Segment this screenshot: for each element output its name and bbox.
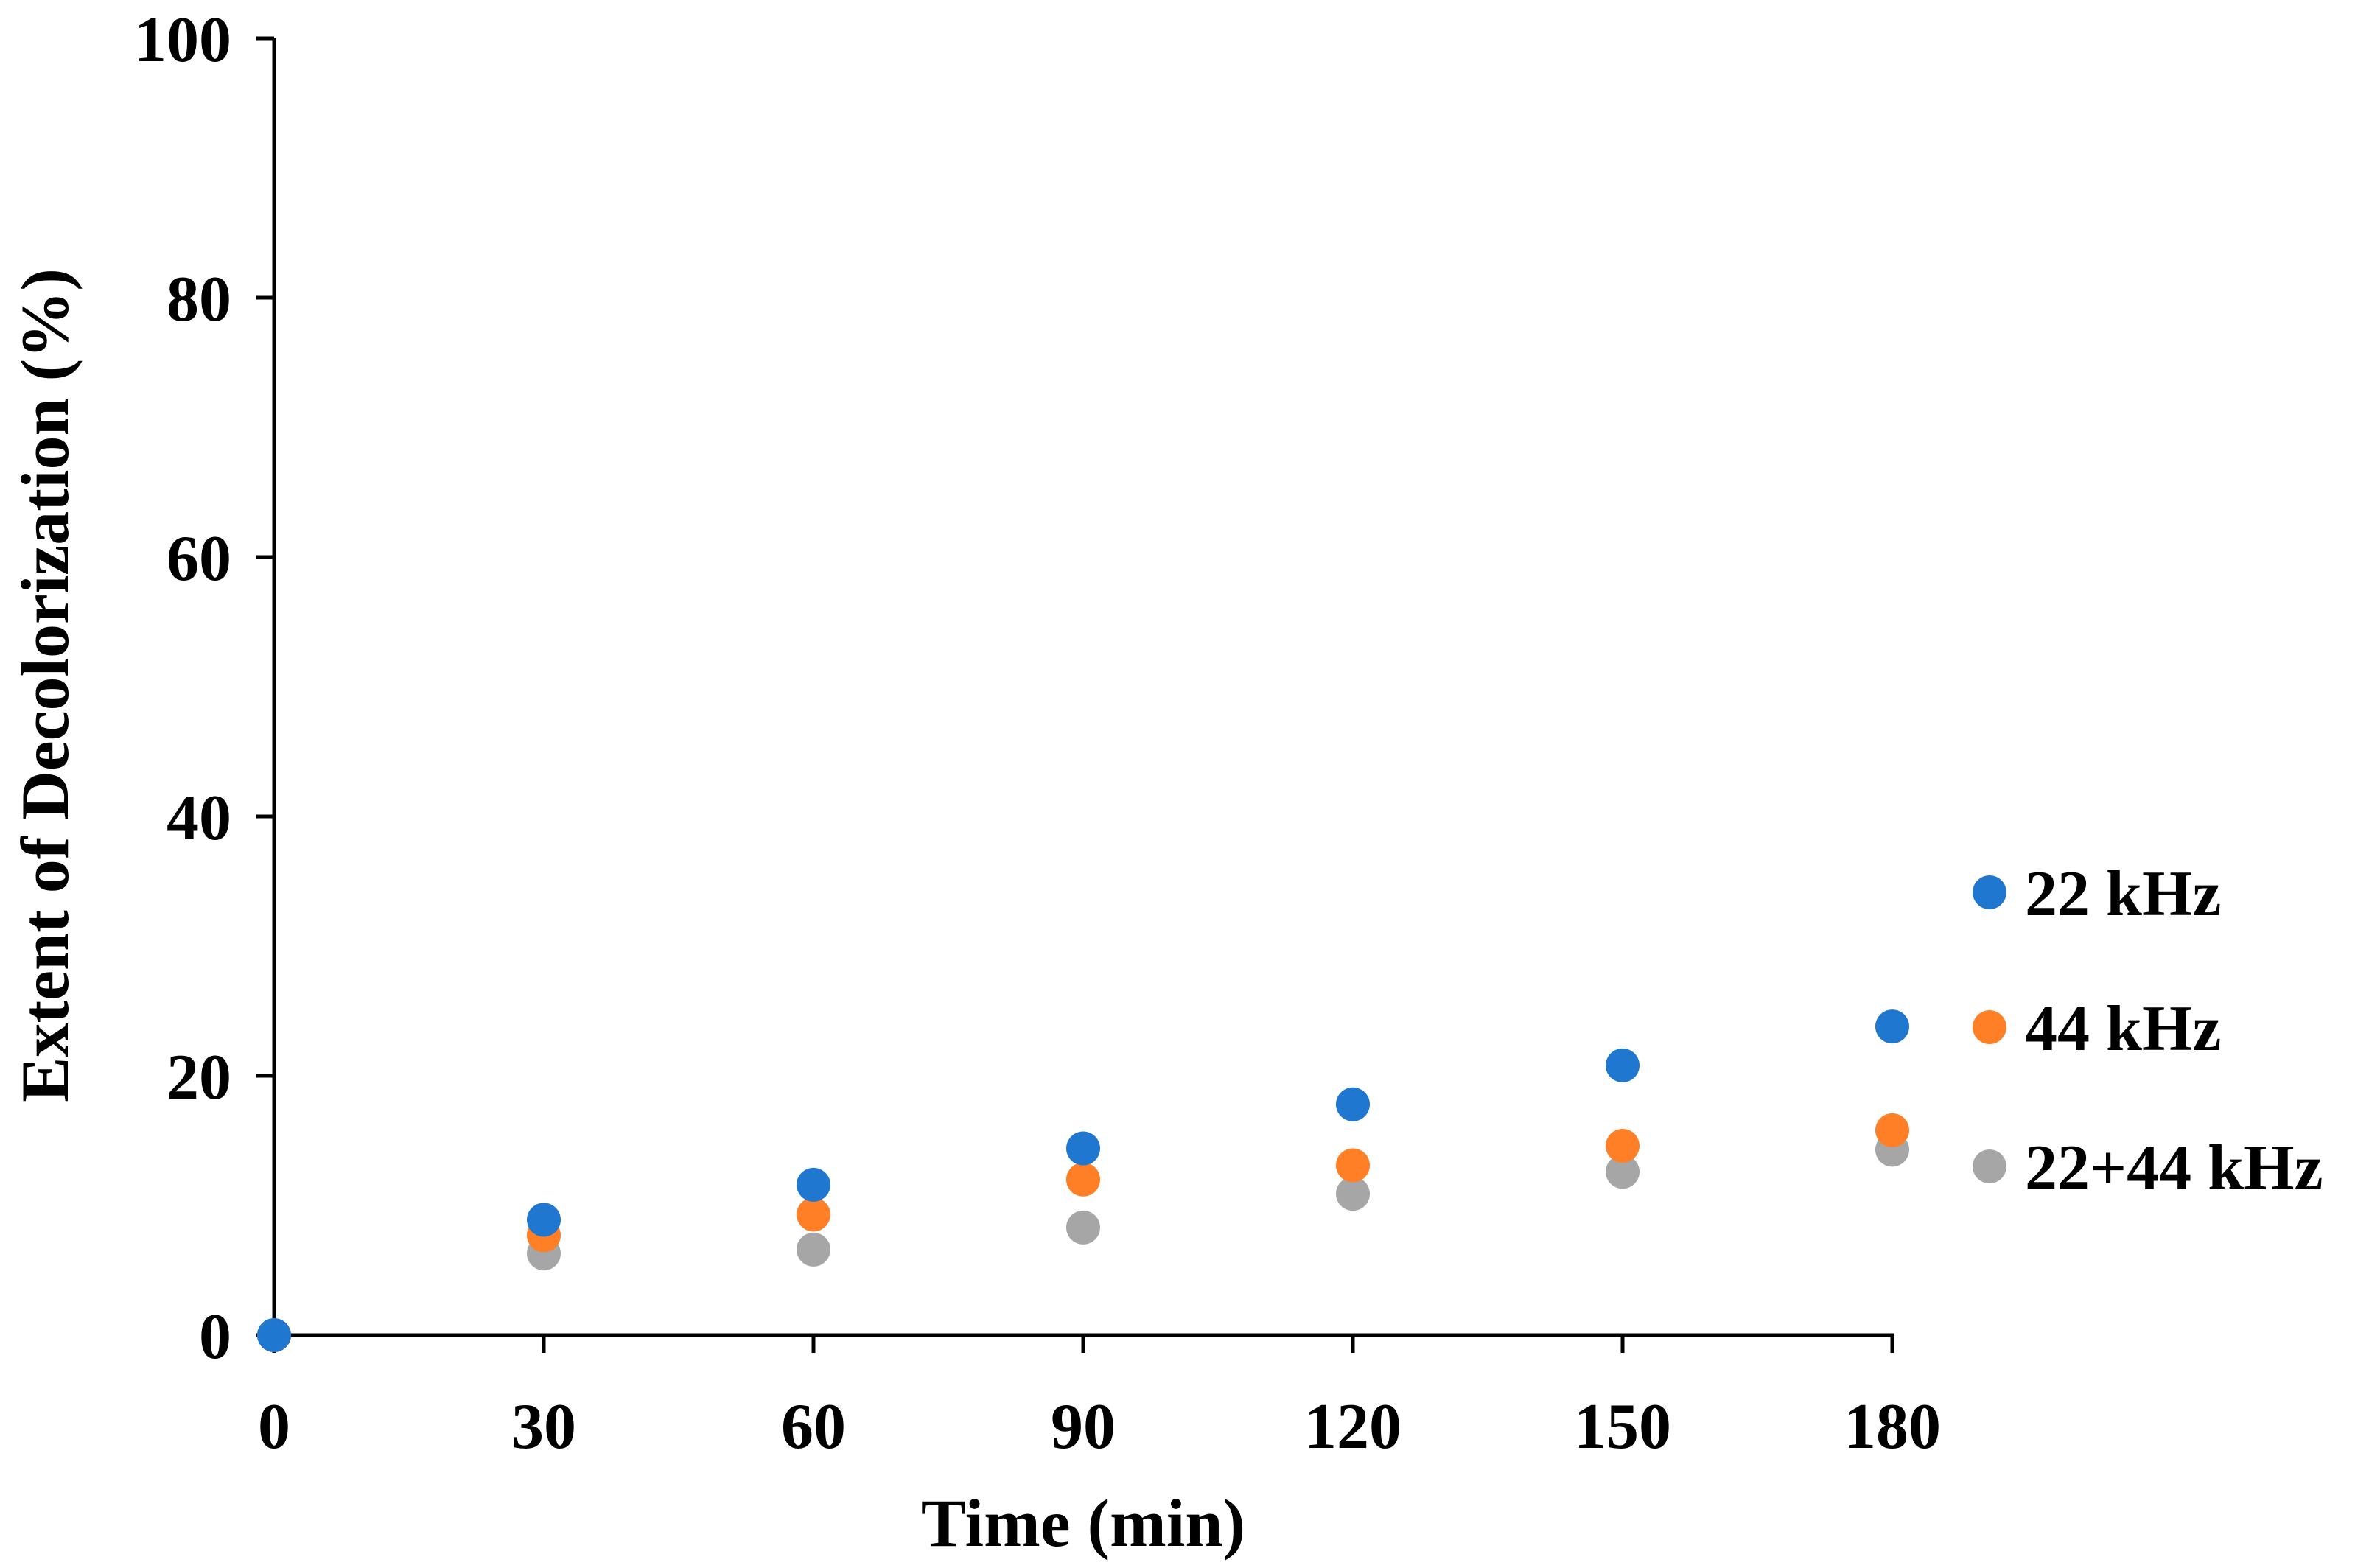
data-point-44-khz: [797, 1197, 830, 1232]
x-tick-label: 0: [258, 1391, 290, 1463]
y-tick-label: 80: [167, 264, 231, 335]
legend-label: 44 kHz: [2025, 993, 2221, 1065]
x-tick-label: 60: [781, 1391, 846, 1463]
legend-marker: [1973, 1149, 2006, 1183]
y-tick-label: 40: [167, 783, 231, 854]
data-point-22-44-khz: [1606, 1155, 1640, 1189]
y-tick-label: 60: [167, 523, 231, 595]
y-tick-label: 20: [167, 1042, 231, 1113]
data-point-22-khz: [797, 1167, 830, 1202]
legend-marker: [1973, 875, 2006, 909]
data-point-22-khz: [527, 1203, 561, 1237]
x-axis-title: Time (min): [921, 1485, 1245, 1561]
legend-label: 22 kHz: [2025, 858, 2221, 930]
x-tick-label: 150: [1574, 1391, 1671, 1463]
data-point-44-khz: [1336, 1148, 1370, 1183]
data-point-22-khz: [257, 1318, 291, 1352]
x-tick-label: 120: [1304, 1391, 1402, 1463]
data-point-22-khz: [1875, 1009, 1909, 1044]
legend: 22 kHz 44 kHz 22+44 kHz: [1973, 858, 2323, 1204]
data-point-22-khz: [1066, 1131, 1100, 1166]
data-point-44-khz: [1606, 1129, 1640, 1163]
data-point-22-khz: [1336, 1087, 1370, 1121]
legend-marker: [1973, 1010, 2006, 1044]
data-point-22-44-khz: [1336, 1177, 1370, 1211]
x-tick-label: 30: [511, 1391, 576, 1463]
y-tick-label: 0: [199, 1301, 231, 1373]
x-tick-label: 180: [1844, 1391, 1941, 1463]
data-points: [257, 1009, 1909, 1352]
data-point-22-44-khz: [1066, 1210, 1100, 1245]
data-point-44-khz: [1875, 1113, 1909, 1147]
data-point-22-khz: [1606, 1048, 1640, 1082]
tick-marks: 0 20 40 60 80 100 0 30 60 90 120 150 180: [134, 4, 1941, 1463]
y-tick-label: 100: [134, 4, 231, 76]
data-point-44-khz: [1066, 1162, 1100, 1197]
x-tick-label: 90: [1051, 1391, 1116, 1463]
data-point-22-44-khz: [797, 1232, 830, 1267]
legend-label: 22+44 kHz: [2025, 1133, 2323, 1204]
y-axis-title: Extent of Decolorization (%): [7, 268, 83, 1102]
